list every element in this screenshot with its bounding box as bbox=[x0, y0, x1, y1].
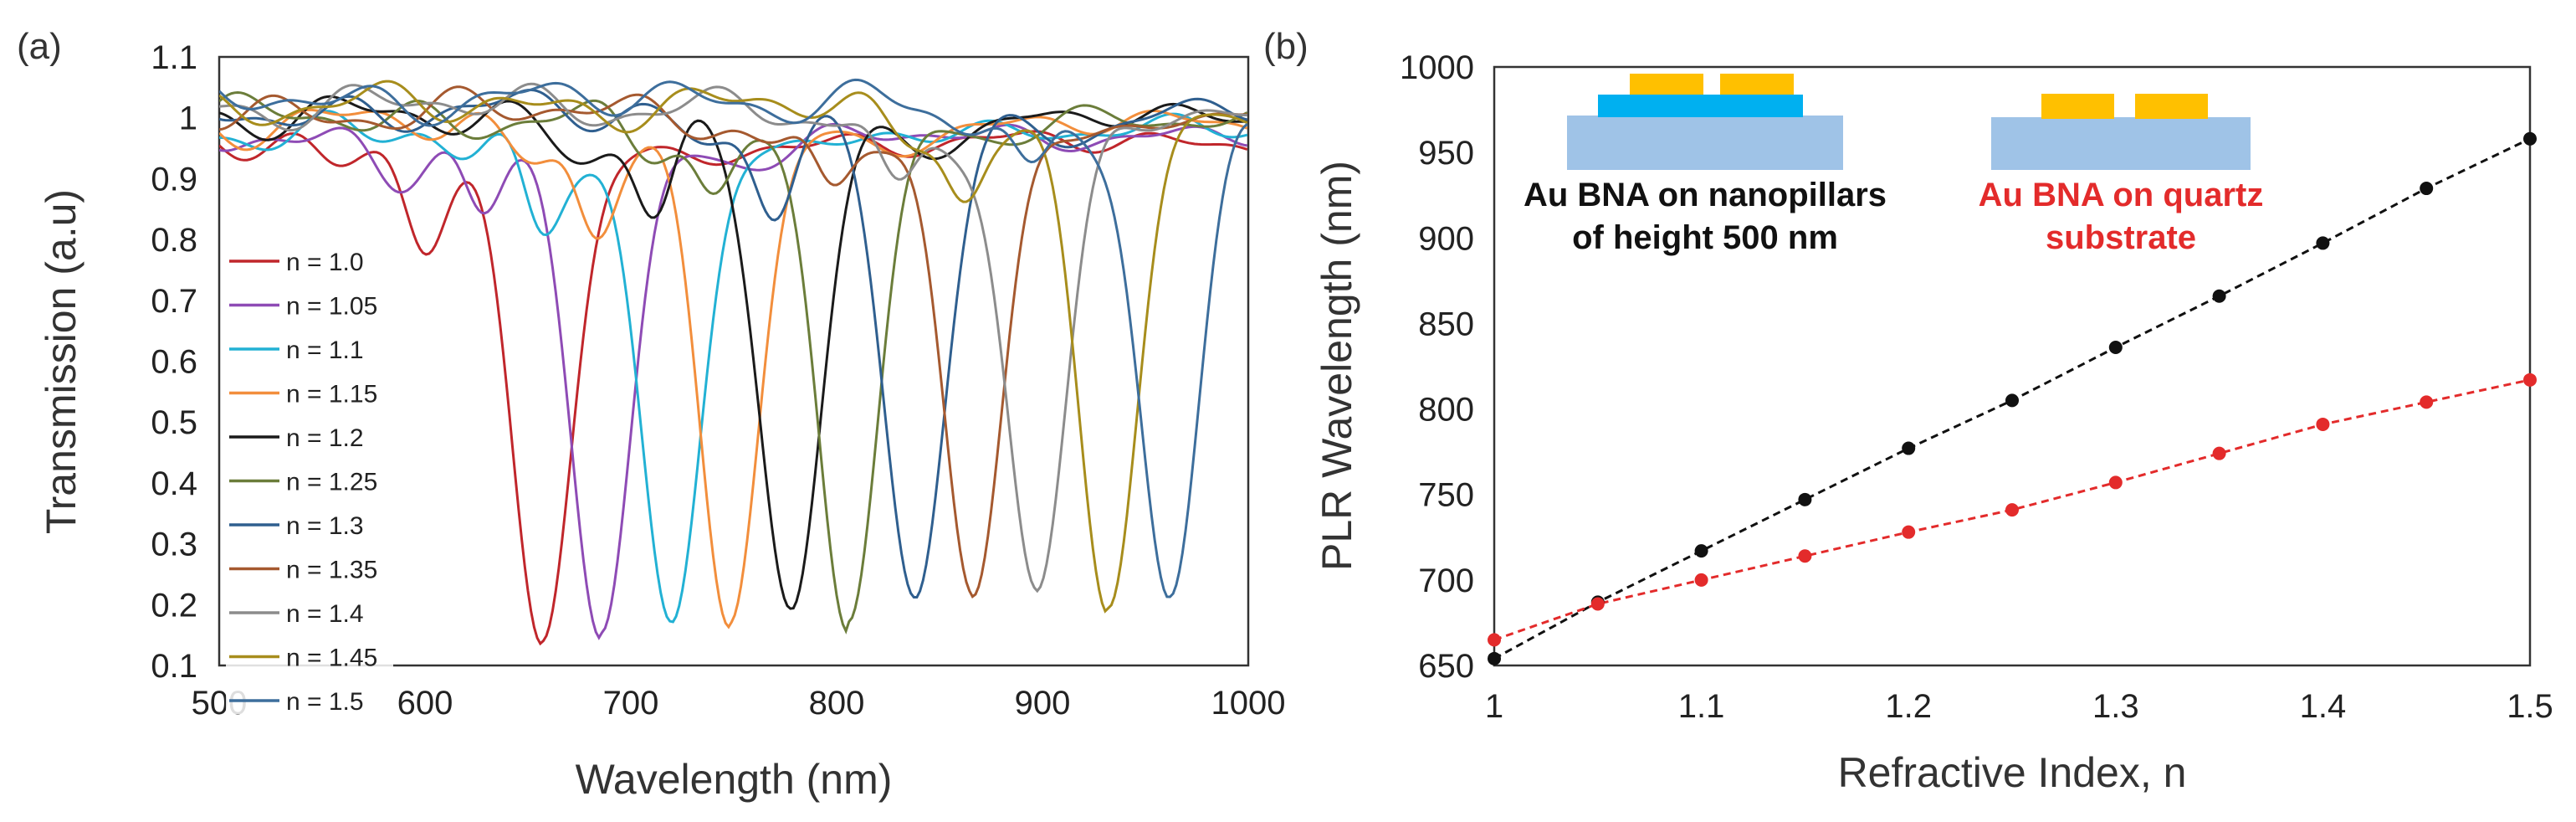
chart-a-x-tick-label: 700 bbox=[603, 685, 659, 722]
chart-b-data-point bbox=[2005, 503, 2019, 517]
chart-a-series-line bbox=[219, 85, 1247, 599]
chart-a-y-tick-label: 0.6 bbox=[151, 344, 197, 381]
chart-a-series-line bbox=[219, 122, 1248, 640]
nanopillar-schematic-icon bbox=[1567, 74, 1843, 170]
chart-a-series-line bbox=[219, 88, 1248, 599]
chart-b-data-point bbox=[2108, 341, 2123, 355]
chart-b-series-group bbox=[1488, 131, 2537, 665]
panel-a-label: (a) bbox=[17, 26, 62, 67]
chart-b-y-tick-label: 700 bbox=[1418, 563, 1474, 599]
chart-b-y-tick-label: 750 bbox=[1418, 477, 1474, 514]
chart-a-y-ticks: 0.1 0.2 0.3 0.4 0.5 0.6 0.7 0.8 0.9 1 1.1 bbox=[151, 39, 197, 685]
chart-a-y-tick-label: 0.4 bbox=[151, 465, 197, 502]
chart-b-plot-frame bbox=[1493, 65, 2532, 667]
chart-b-y-tick-label: 950 bbox=[1418, 135, 1474, 172]
chart-b-y-tick-label: 800 bbox=[1418, 392, 1474, 429]
nanopillar-annotation-line2: of height 500 nm bbox=[1572, 219, 1838, 256]
quartz-annotation-line1: Au BNA on quartz bbox=[1979, 177, 2264, 213]
chart-b-data-point bbox=[2108, 475, 2123, 490]
chart-a-y-tick-label: 0.7 bbox=[151, 283, 197, 320]
chart-b-y-tick-label: 650 bbox=[1418, 648, 1474, 685]
chart-a-y-tick-label: 0.5 bbox=[151, 404, 197, 441]
chart-b-x-label: Refractive Index, n bbox=[1838, 749, 2187, 796]
chart-b-x-tick-label: 1 bbox=[1485, 688, 1503, 725]
chart-a-x-tick-label: 1000 bbox=[1211, 685, 1286, 722]
chart-a-x-tick-label: 800 bbox=[809, 685, 865, 722]
chart-a-legend-label: n = 1.25 bbox=[286, 469, 377, 496]
quartz-annotation-line2: substrate bbox=[2046, 219, 2196, 256]
chart-b-y-label: PLR Wavelength (nm) bbox=[1314, 161, 1360, 571]
chart-b-data-point bbox=[2420, 182, 2434, 196]
chart-b-x-ticks: 1 1.1 1.2 1.3 1.4 1.5 bbox=[1485, 688, 2553, 725]
chart-a-series-line bbox=[219, 95, 1247, 610]
chart-a-y-tick-label: 1 bbox=[179, 100, 197, 137]
chart-b-data-point bbox=[2212, 446, 2226, 460]
chart-b-x-tick-label: 1.2 bbox=[1885, 688, 1932, 725]
chart-b-data-point bbox=[1902, 441, 1916, 455]
chart-b-y-tick-label: 850 bbox=[1418, 306, 1474, 342]
chart-b-data-point bbox=[1590, 597, 1605, 611]
chart-a-series-line bbox=[219, 90, 1248, 634]
chart-a-series-line bbox=[219, 78, 1248, 599]
chart-a-plot-frame bbox=[218, 55, 1250, 667]
chart-b-x-tick-label: 1.4 bbox=[2300, 688, 2347, 725]
chart-a-x-tick-label: 900 bbox=[1015, 685, 1071, 722]
quartz-schematic-icon bbox=[1991, 94, 2251, 170]
chart-a-legend-label: n = 1.5 bbox=[286, 688, 364, 716]
chart-a-series-line bbox=[219, 82, 1247, 593]
chart-a-y-tick-label: 0.8 bbox=[151, 222, 197, 259]
chart-a-x-label: Wavelength (nm) bbox=[576, 756, 893, 803]
chart-b-y-ticks: 650 700 750 800 850 900 950 1000 bbox=[1400, 49, 1474, 685]
chart-b-data-point bbox=[1488, 633, 1501, 647]
chart-b-data-point bbox=[1694, 573, 1708, 587]
chart-a-legend-label: n = 1.05 bbox=[286, 293, 377, 321]
chart-a-y-tick-label: 0.1 bbox=[151, 648, 197, 685]
chart-a-legend-label: n = 1.35 bbox=[286, 557, 377, 584]
chart-a-legend-label: n = 1.4 bbox=[286, 600, 364, 628]
chart-a-x-tick-label: 600 bbox=[397, 685, 453, 722]
chart-a: 0.10.20.30.40.50.60.70.80.911.1 500 600 70… bbox=[38, 39, 1285, 803]
chart-b-data-point bbox=[2420, 395, 2434, 409]
chart-b-y-tick-label: 900 bbox=[1418, 220, 1474, 257]
chart-b-data-point bbox=[2523, 372, 2537, 387]
chart-a-legend: n = 1.0 n = 1.05 n = 1.1 n = 1.15 n = 1.2 n =… bbox=[226, 246, 393, 716]
chart-b-data-point bbox=[1798, 549, 1812, 563]
chart-a-y-tick-label: 0.2 bbox=[151, 587, 197, 624]
chart-a-x-ticks: 500 600 700 800 900 1000 bbox=[192, 685, 1286, 722]
chart-a-y-tick-label: 0.3 bbox=[151, 527, 197, 563]
chart-b-data-point bbox=[2005, 393, 2019, 408]
chart-b-x-tick-label: 1.3 bbox=[2092, 688, 2139, 725]
chart-b-data-point bbox=[1902, 525, 1916, 539]
chart-a-y-tick-label: 0.9 bbox=[151, 161, 197, 198]
chart-a-legend-label: n = 1.2 bbox=[286, 424, 364, 452]
chart-a-series-line bbox=[219, 130, 1248, 646]
nanopillar-annotation-line1: Au BNA on nanopillars bbox=[1524, 177, 1887, 213]
chart-b-x-tick-label: 1.5 bbox=[2507, 688, 2553, 725]
chart-a-series-group bbox=[219, 78, 1248, 646]
chart-b-data-point bbox=[2212, 289, 2226, 303]
chart-b-data-point bbox=[2523, 131, 2537, 146]
chart-b-x-tick-label: 1.1 bbox=[1678, 688, 1725, 725]
chart-b-data-point bbox=[2316, 417, 2330, 431]
chart-b-data-point bbox=[2316, 236, 2330, 250]
chart-a-legend-label: n = 1.15 bbox=[286, 381, 377, 408]
chart-a-legend-label: n = 1.1 bbox=[286, 337, 364, 364]
panel-b-label: (b) bbox=[1263, 26, 1308, 67]
chart-b-y-tick-label: 1000 bbox=[1400, 49, 1474, 86]
chart-b-data-point bbox=[1488, 651, 1501, 665]
chart-a-legend-label: n = 1.45 bbox=[286, 645, 377, 672]
chart-b-data-point bbox=[1798, 492, 1812, 506]
chart-a-series-line bbox=[219, 80, 1248, 614]
chart-a-legend-label: n = 1.3 bbox=[286, 512, 364, 540]
chart-a-y-label: Transmission (a.u) bbox=[38, 189, 85, 534]
chart-b-data-point bbox=[1694, 544, 1708, 558]
chart-a-y-tick-label: 1.1 bbox=[151, 39, 197, 76]
chart-a-legend-label: n = 1.0 bbox=[286, 249, 364, 276]
